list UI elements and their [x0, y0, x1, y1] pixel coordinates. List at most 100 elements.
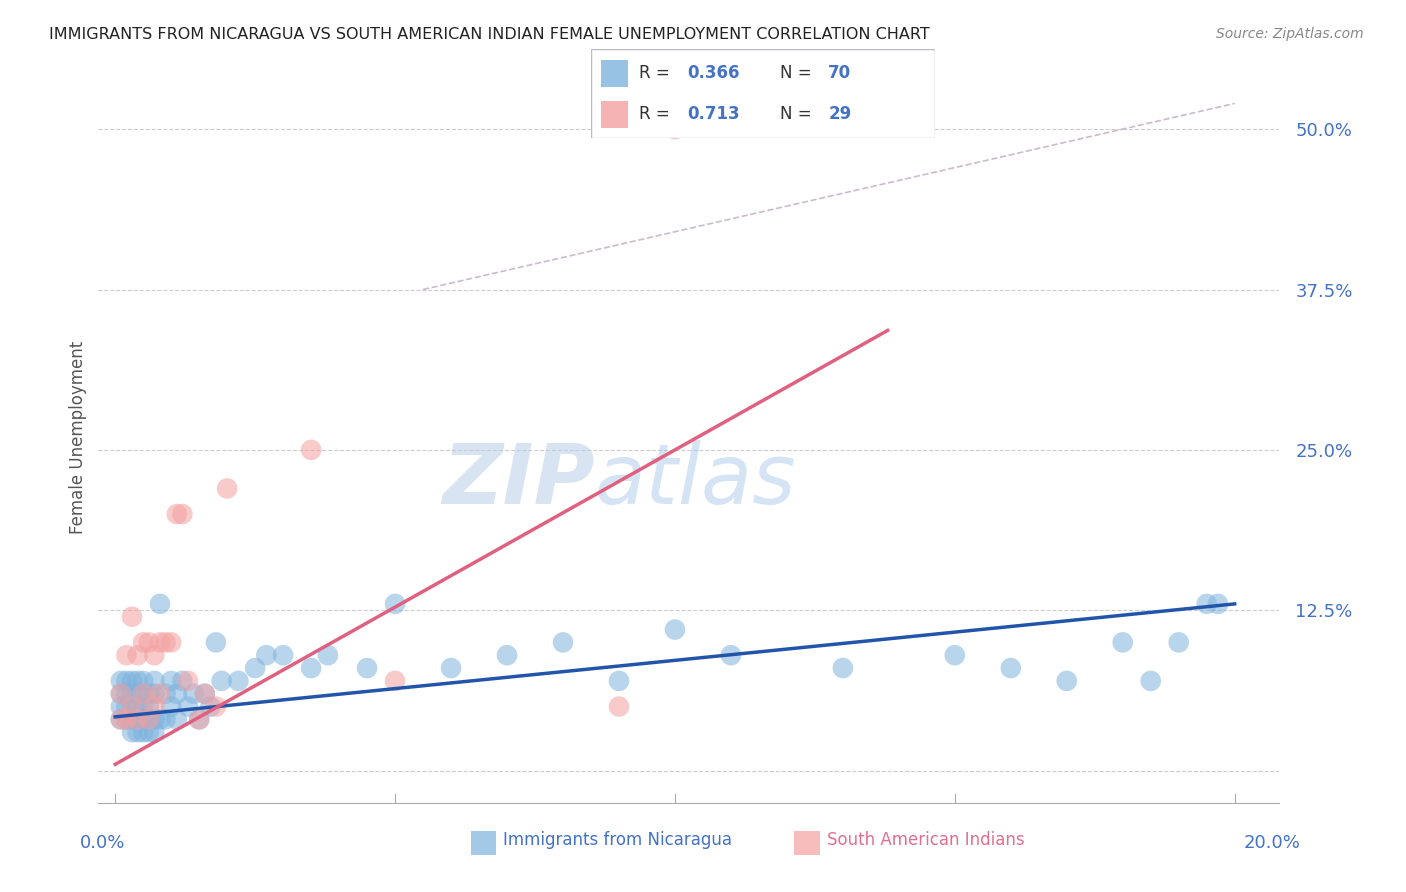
Point	[831, 661, 853, 675]
Point	[149, 635, 172, 649]
Point	[121, 699, 143, 714]
Text: atlas: atlas	[595, 441, 796, 522]
Point	[160, 635, 183, 649]
Point	[132, 725, 155, 739]
Point	[110, 699, 132, 714]
Point	[720, 648, 742, 663]
Point	[194, 687, 217, 701]
Point	[1195, 597, 1218, 611]
Point	[143, 699, 166, 714]
Point	[1167, 635, 1189, 649]
Point	[132, 687, 155, 701]
Point	[160, 673, 183, 688]
Text: R =: R =	[638, 64, 669, 82]
Point	[1139, 673, 1161, 688]
Text: 0.713: 0.713	[688, 105, 740, 123]
Point	[166, 712, 188, 726]
Point	[177, 699, 200, 714]
Point	[943, 648, 966, 663]
Point	[115, 648, 138, 663]
Point	[110, 712, 132, 726]
Point	[384, 673, 406, 688]
Point	[194, 687, 217, 701]
Point	[115, 687, 138, 701]
Point	[155, 712, 177, 726]
Point	[1000, 661, 1022, 675]
Point	[121, 712, 143, 726]
Point	[551, 635, 574, 649]
Point	[155, 687, 177, 701]
Text: ZIP: ZIP	[441, 441, 595, 522]
Bar	[600, 60, 628, 87]
Point	[228, 673, 250, 688]
Text: South American Indians: South American Indians	[827, 831, 1025, 849]
Point	[138, 712, 160, 726]
Text: 0.366: 0.366	[688, 64, 740, 82]
Point	[183, 687, 205, 701]
Point	[143, 687, 166, 701]
Point	[177, 673, 200, 688]
Point	[143, 712, 166, 726]
Point	[115, 699, 138, 714]
Point	[132, 673, 155, 688]
Point	[127, 687, 149, 701]
Point	[254, 648, 277, 663]
Point	[115, 673, 138, 688]
Point	[664, 122, 686, 136]
Point	[211, 673, 233, 688]
Point	[243, 661, 266, 675]
Point	[143, 648, 166, 663]
Point	[121, 725, 143, 739]
Point	[1112, 635, 1135, 649]
Point	[110, 712, 132, 726]
Point	[166, 687, 188, 701]
Point	[115, 712, 138, 726]
Point	[138, 712, 160, 726]
Point	[166, 507, 188, 521]
Point	[138, 687, 160, 701]
Point	[115, 712, 138, 726]
Point	[138, 699, 160, 714]
Point	[607, 699, 630, 714]
Point	[143, 725, 166, 739]
Point	[127, 673, 149, 688]
Point	[356, 661, 378, 675]
Point	[440, 661, 463, 675]
Bar	[600, 101, 628, 128]
Point	[160, 699, 183, 714]
Point	[127, 648, 149, 663]
Point	[607, 673, 630, 688]
Point	[127, 712, 149, 726]
Text: 70: 70	[828, 64, 851, 82]
Point	[127, 699, 149, 714]
Point	[110, 673, 132, 688]
Point	[132, 687, 155, 701]
Point	[172, 673, 194, 688]
Text: IMMIGRANTS FROM NICARAGUA VS SOUTH AMERICAN INDIAN FEMALE UNEMPLOYMENT CORRELATI: IMMIGRANTS FROM NICARAGUA VS SOUTH AMERI…	[49, 27, 929, 42]
Point	[1056, 673, 1078, 688]
Point	[299, 442, 322, 457]
Text: 0.0%: 0.0%	[80, 834, 125, 852]
Point	[664, 623, 686, 637]
Point	[271, 648, 294, 663]
Text: Source: ZipAtlas.com: Source: ZipAtlas.com	[1216, 27, 1364, 41]
Point	[205, 635, 228, 649]
Point	[127, 725, 149, 739]
Point	[316, 648, 339, 663]
Point	[188, 712, 211, 726]
Point	[217, 482, 239, 496]
Point	[132, 699, 155, 714]
Point	[155, 635, 177, 649]
Point	[205, 699, 228, 714]
Point	[1206, 597, 1229, 611]
Point	[110, 687, 132, 701]
Point	[200, 699, 222, 714]
Point	[121, 673, 143, 688]
Point	[121, 699, 143, 714]
Point	[127, 712, 149, 726]
Text: Immigrants from Nicaragua: Immigrants from Nicaragua	[503, 831, 733, 849]
Text: N =: N =	[780, 105, 811, 123]
Point	[299, 661, 322, 675]
Text: 20.0%: 20.0%	[1244, 834, 1301, 852]
Point	[384, 597, 406, 611]
